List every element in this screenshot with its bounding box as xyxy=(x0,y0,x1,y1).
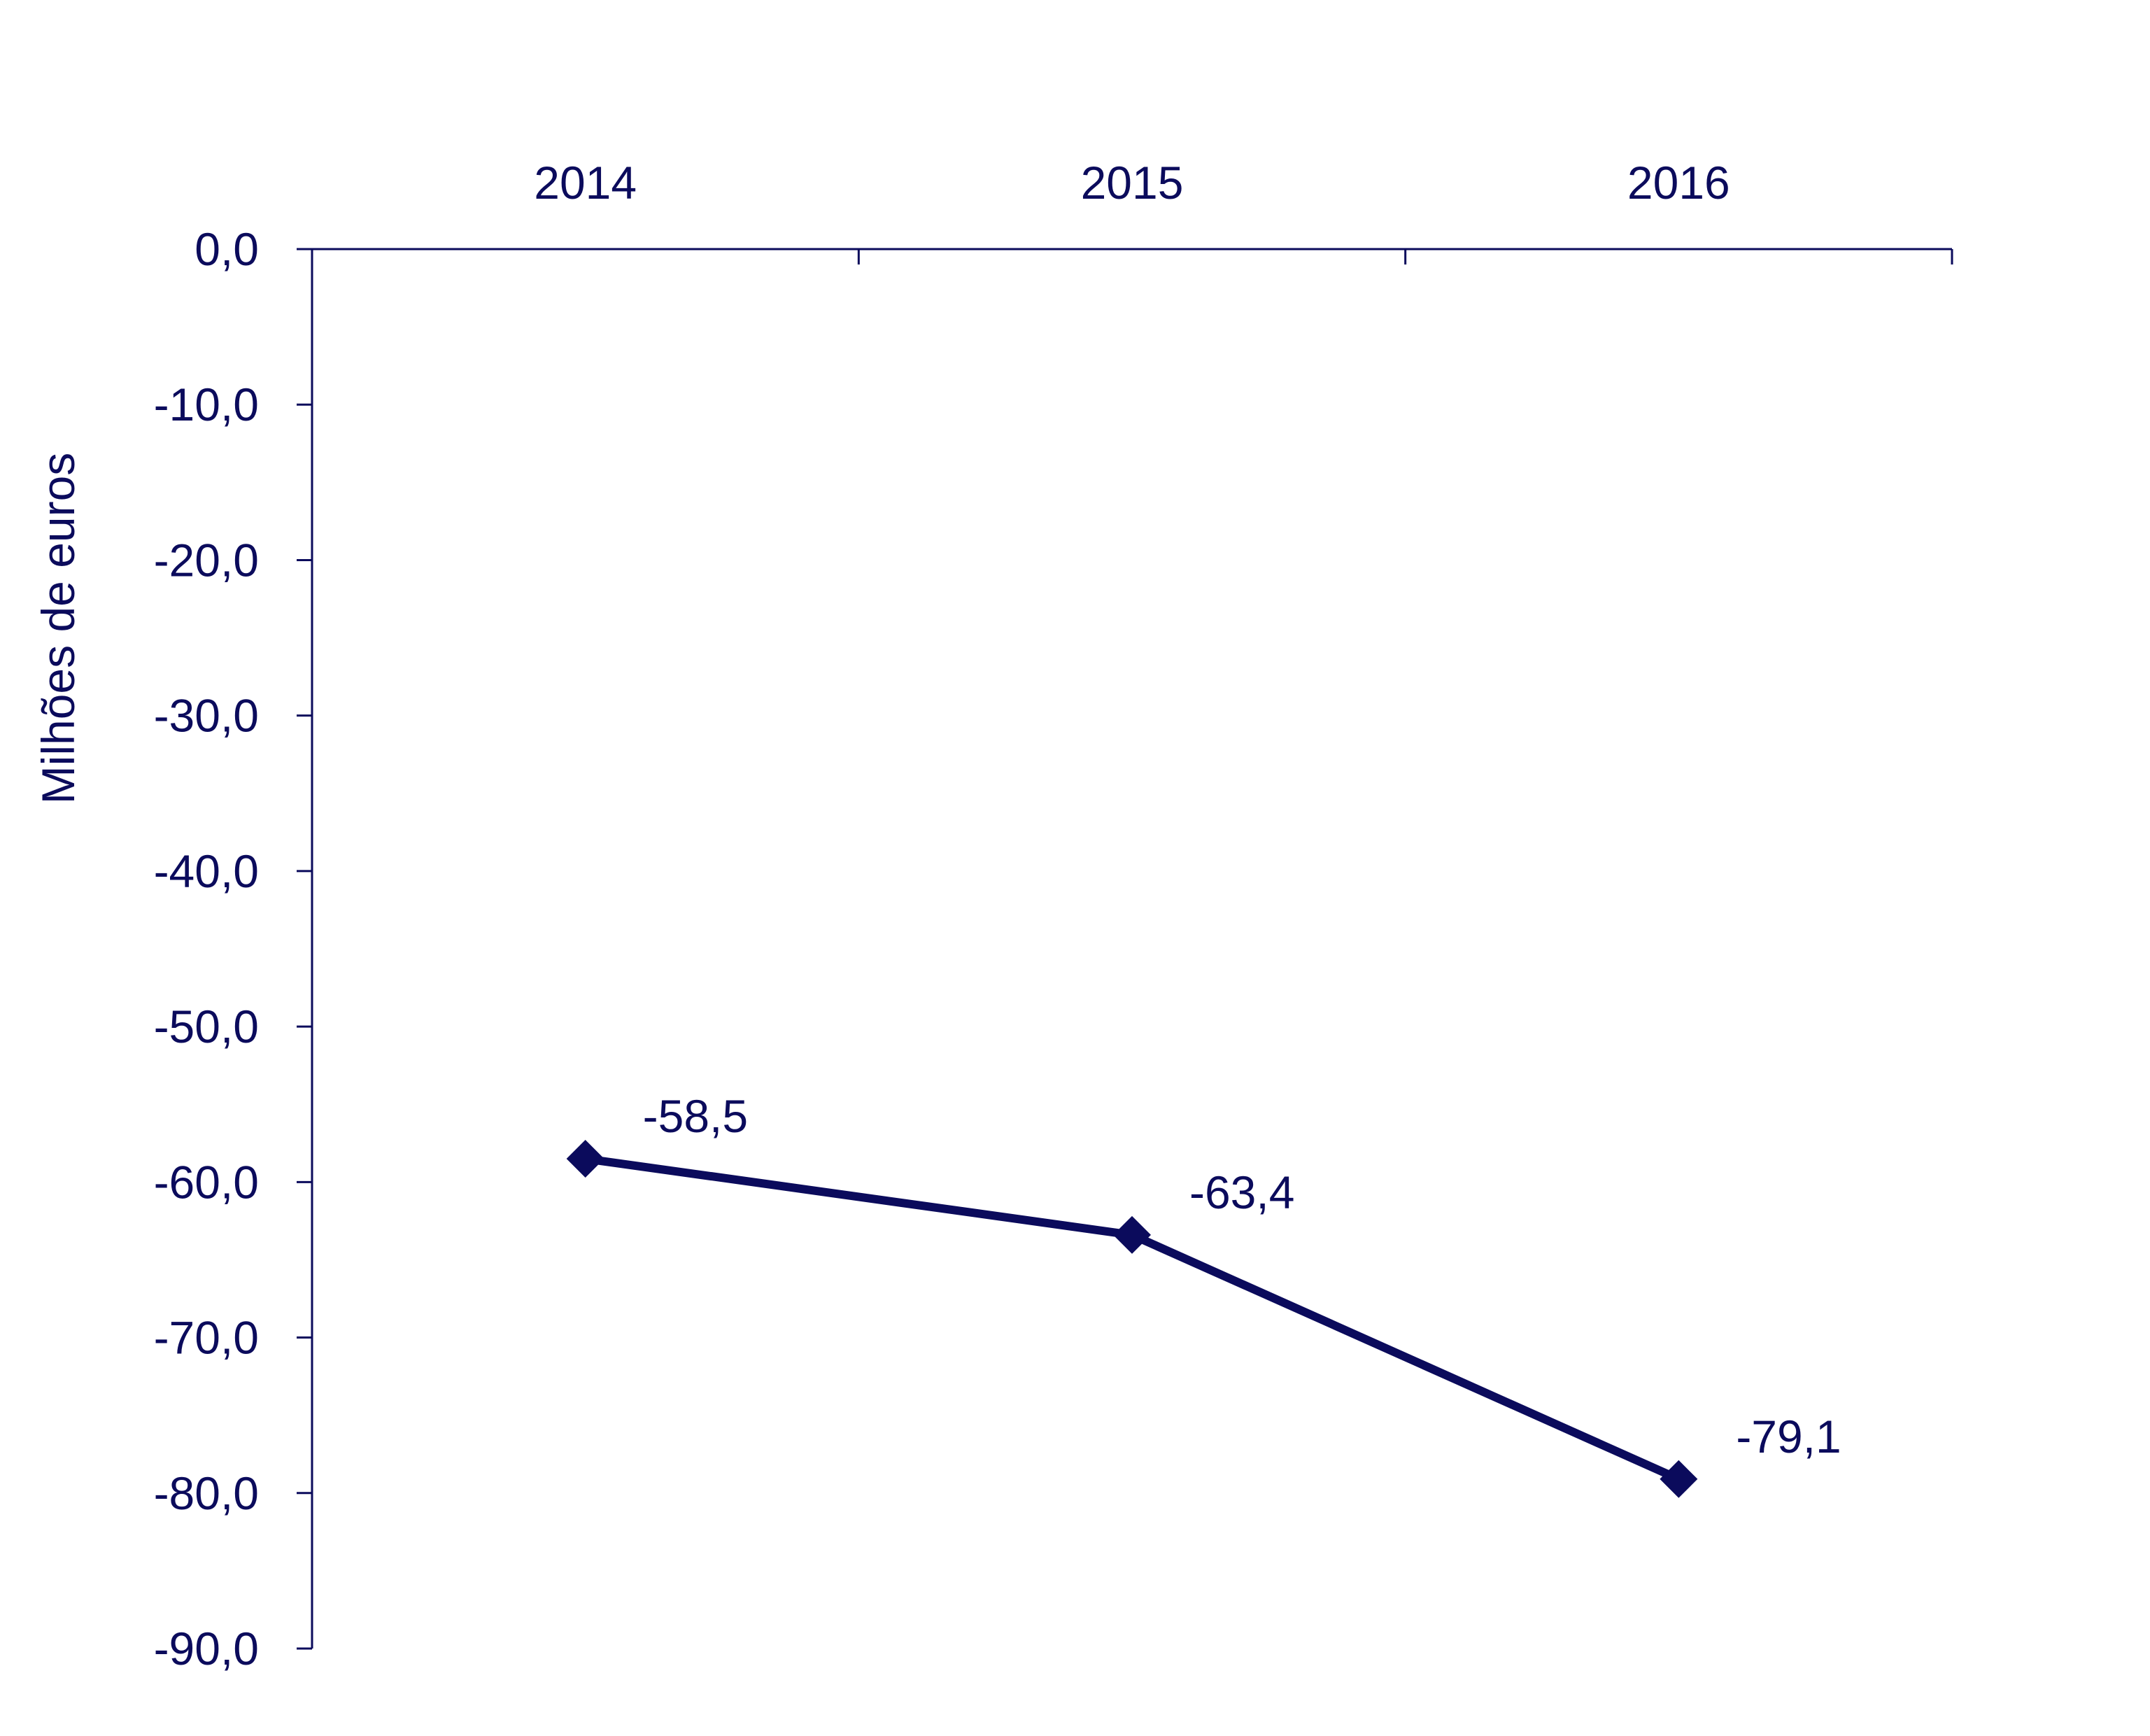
y-tick-label: -80,0 xyxy=(154,1467,259,1519)
series-line xyxy=(584,1155,1681,1483)
data-point-marker xyxy=(1660,1460,1698,1498)
y-tick-label: -90,0 xyxy=(154,1623,259,1674)
axes xyxy=(311,248,1952,1649)
x-category-label: 2016 xyxy=(1627,157,1730,209)
y-tick-label: -50,0 xyxy=(154,1001,259,1052)
data-point-marker xyxy=(1113,1215,1151,1254)
y-tick-label: -60,0 xyxy=(154,1156,259,1208)
y-tick-label: -70,0 xyxy=(154,1312,259,1364)
y-tick-label: -40,0 xyxy=(154,845,259,897)
y-tick-label: -30,0 xyxy=(154,690,259,742)
y-axis-title: Milhões de euros xyxy=(32,453,84,805)
data-label: -58,5 xyxy=(643,1090,748,1142)
y-tick-label: 0,0 xyxy=(195,223,259,275)
data-label: -79,1 xyxy=(1736,1411,1841,1462)
series-layer: -58,5 -63,4 -79,1 xyxy=(566,1090,1841,1498)
y-tick-label: -20,0 xyxy=(154,534,259,586)
data-label: -63,4 xyxy=(1189,1166,1294,1218)
y-axis-ticks: 0,0 -10,0 -20,0 -30,0 -40,0 -50,0 -60,0 -70,0 -8… xyxy=(154,223,312,1674)
data-point-marker xyxy=(566,1140,604,1178)
x-axis-ticks: 2014 2015 2016 xyxy=(311,157,1953,264)
x-category-label: 2015 xyxy=(1081,157,1184,209)
x-category-label: 2014 xyxy=(534,157,637,209)
y-tick-label: -10,0 xyxy=(154,379,259,430)
